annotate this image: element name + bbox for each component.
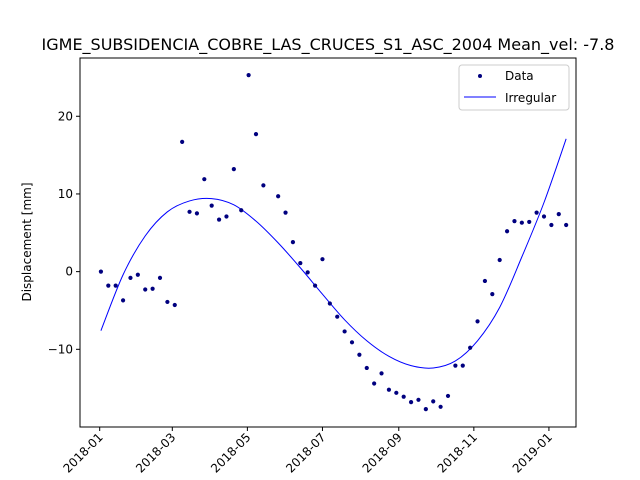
y-tick-label: 0 xyxy=(65,265,73,279)
data-point xyxy=(556,212,561,217)
data-point xyxy=(261,183,266,188)
data-point xyxy=(106,283,111,288)
legend-data-label: Data xyxy=(505,69,534,83)
data-point xyxy=(445,393,451,399)
data-point xyxy=(113,283,118,288)
data-point xyxy=(120,298,126,303)
data-point xyxy=(357,352,362,357)
data-point xyxy=(431,399,436,404)
x-tick-label: 2018-01 xyxy=(60,430,105,475)
chart-title: IGME_SUBSIDENCIA_COBRE_LAS_CRUCES_S1_ASC… xyxy=(42,35,615,55)
data-point xyxy=(564,222,569,228)
data-point xyxy=(194,211,200,216)
data-point xyxy=(349,340,355,345)
data-point xyxy=(468,345,473,350)
data-point xyxy=(298,260,303,266)
data-point xyxy=(231,166,236,172)
data-point xyxy=(327,301,332,306)
data-point xyxy=(460,363,465,368)
data-point xyxy=(386,387,392,392)
data-point xyxy=(372,381,377,386)
y-axis-label: Displacement [mm] xyxy=(20,182,34,301)
data-point xyxy=(135,272,140,277)
data-point xyxy=(157,275,163,280)
data-point xyxy=(283,210,288,215)
data-point xyxy=(216,217,222,222)
data-point xyxy=(128,275,133,280)
data-point xyxy=(549,222,554,228)
data-point xyxy=(290,240,296,245)
data-point xyxy=(423,407,428,412)
data-point xyxy=(527,219,532,225)
x-tick-label: 2018-07 xyxy=(283,430,328,475)
data-point xyxy=(187,209,192,214)
data-point xyxy=(143,287,148,292)
data-point xyxy=(209,203,214,208)
y-axis: −10 0 10 20 xyxy=(48,109,80,356)
data-point xyxy=(379,371,384,376)
data-point xyxy=(239,208,244,213)
x-tick-label: 2018-03 xyxy=(133,430,178,475)
legend-data-marker xyxy=(478,74,482,78)
data-point xyxy=(335,314,340,319)
y-tick-label: −10 xyxy=(48,342,73,356)
data-point xyxy=(416,397,421,402)
data-point xyxy=(490,292,495,297)
data-point xyxy=(438,404,443,409)
data-point xyxy=(180,139,185,144)
y-tick-label: 10 xyxy=(58,187,73,201)
x-tick-label: 2018-11 xyxy=(435,430,480,475)
data-point xyxy=(394,390,399,395)
data-point xyxy=(312,283,318,288)
data-point xyxy=(276,194,281,199)
irregular-line xyxy=(100,138,567,369)
data-point xyxy=(519,220,524,225)
data-point xyxy=(253,132,259,137)
y-tick-label: 20 xyxy=(58,109,73,123)
data-point xyxy=(408,400,414,405)
x-tick-label: 2018-09 xyxy=(360,430,405,475)
data-point xyxy=(224,214,229,219)
data-point xyxy=(504,229,510,234)
data-point xyxy=(512,219,517,224)
data-point xyxy=(453,363,458,368)
data-point xyxy=(401,394,406,399)
data-point xyxy=(165,299,170,305)
legend-box xyxy=(458,64,570,111)
data-point xyxy=(150,286,155,291)
data-point xyxy=(342,329,347,334)
x-tick-label: 2018-05 xyxy=(208,430,253,475)
legend-irregular-label: Irregular xyxy=(505,91,556,105)
data-point xyxy=(497,257,502,263)
data-point xyxy=(172,302,177,308)
data-point xyxy=(482,278,488,284)
data-point xyxy=(202,177,207,182)
data-point xyxy=(475,319,480,324)
data-point xyxy=(320,257,325,262)
data-point xyxy=(98,269,104,274)
x-tick-label: 2019-01 xyxy=(510,430,555,475)
legend: Data Irregular xyxy=(458,64,570,111)
data-series xyxy=(98,72,569,412)
plot-area xyxy=(79,57,577,428)
data-point xyxy=(541,214,547,219)
data-point xyxy=(305,270,310,275)
irregular-series xyxy=(100,138,567,369)
x-axis: 2018-01 2018-03 2018-05 2018-07 2018-09 2018-… xyxy=(60,427,555,476)
data-point xyxy=(246,72,251,78)
data-point xyxy=(364,365,369,371)
data-point xyxy=(534,210,539,215)
plot-frame xyxy=(79,57,577,428)
